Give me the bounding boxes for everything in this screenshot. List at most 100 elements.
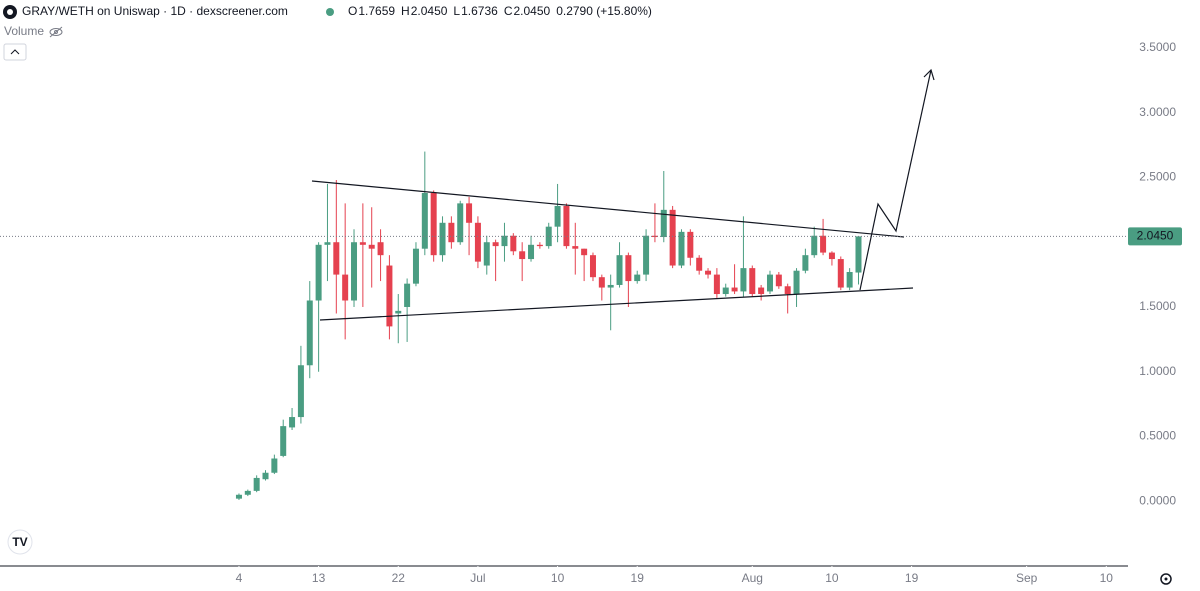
candle-body (359, 242, 366, 245)
y-tick-label: 2.5000 (1139, 170, 1176, 184)
candle-body (421, 193, 428, 249)
candle-body (581, 248, 588, 256)
candle-body (696, 257, 703, 271)
candle-body (572, 246, 579, 249)
candle-body (474, 222, 481, 262)
candle-body (731, 287, 738, 292)
candle-body (625, 255, 632, 282)
arrow-head (923, 68, 935, 81)
candle-body (545, 226, 552, 247)
candle-body (262, 472, 269, 480)
settings-icon[interactable] (1160, 573, 1172, 585)
candle-body (793, 270, 800, 295)
tv-logo[interactable] (7, 529, 33, 555)
x-tick-label: 10 (1100, 571, 1114, 585)
candle-body (563, 205, 570, 247)
candle-body (412, 248, 419, 284)
candle-body (333, 242, 340, 275)
logo-inner (7, 9, 13, 15)
candle-body (448, 222, 455, 243)
candle-body (271, 458, 278, 473)
y-tick-label: 3.5000 (1139, 40, 1176, 54)
candle-body (678, 231, 685, 266)
candle-body (784, 286, 791, 295)
eye-icon[interactable] (49, 26, 63, 38)
x-tick-label: 19 (905, 571, 919, 585)
y-tick-label: 0.0000 (1139, 493, 1176, 507)
candle-body (837, 259, 844, 288)
candle-body (775, 274, 782, 287)
candle-body (430, 193, 437, 256)
y-tick-label: 1.0000 (1139, 364, 1176, 378)
candle-body (510, 235, 517, 252)
x-tick-label: 4 (236, 571, 243, 585)
settings-icon-center (1164, 577, 1168, 581)
candle-body (315, 244, 322, 301)
candle-body (536, 244, 543, 247)
candle-body (519, 251, 526, 260)
candle-body (244, 490, 251, 495)
candle-body (492, 242, 499, 247)
ohlc-value: 2.0450 (411, 4, 448, 18)
candle-body (554, 205, 561, 227)
candle-body (297, 365, 304, 418)
candle-body (368, 244, 375, 249)
candle-body (439, 222, 446, 256)
ohlc-key: C (504, 4, 513, 18)
ohlc-value: 1.6736 (461, 4, 498, 18)
candle-body (253, 477, 260, 491)
ohlc-legend: O 1.7659 H 2.0450 L 1.6736 C 2.0450 0.2790 (+15.… (348, 4, 652, 18)
tv-logo-text: TV (12, 535, 27, 549)
x-tick-label: 10 (551, 571, 565, 585)
candle-body (306, 300, 313, 366)
candle-body (386, 265, 393, 327)
x-tick-label: 22 (392, 571, 406, 585)
x-tick-label: 13 (312, 571, 326, 585)
candle-body (589, 255, 596, 278)
candle-body (395, 310, 402, 314)
x-tick-label: Sep (1016, 571, 1038, 585)
candle-body (766, 274, 773, 292)
candle-body (802, 255, 809, 271)
ohlc-key: O (348, 4, 357, 18)
ohlc-key: L (453, 4, 460, 18)
candle-body (483, 242, 490, 266)
x-tick-label: 19 (631, 571, 645, 585)
candle-body (740, 268, 747, 292)
y-tick-label: 1.5000 (1139, 299, 1176, 313)
candle-body (660, 209, 667, 238)
candle-body (749, 268, 756, 295)
candle-body (722, 287, 729, 295)
trendline-upper (311, 180, 905, 238)
candle-body (342, 274, 349, 301)
last-price-badge (1128, 227, 1182, 246)
projection-arrow (859, 69, 932, 291)
x-tick-label: Jul (470, 571, 485, 585)
volume-label: Volume (4, 24, 44, 38)
candle-body (687, 231, 694, 258)
candle-body (280, 426, 287, 456)
status-dot (326, 8, 334, 16)
change-value: 0.2790 (+15.80%) (556, 4, 652, 18)
candle-body (705, 270, 712, 275)
candle-body (846, 272, 853, 288)
ohlc-key: H (401, 4, 410, 18)
candle-body (598, 277, 605, 288)
candle-body (713, 274, 720, 295)
candle-body (377, 242, 384, 256)
candle-body (457, 203, 464, 243)
candle-body (855, 236, 862, 273)
candle-body (607, 284, 614, 288)
last-price-label: 2.0450 (1137, 229, 1174, 243)
candle-body (324, 242, 331, 245)
collapse-button[interactable] (3, 43, 27, 61)
collapse-icon (10, 49, 20, 55)
candle-body (643, 235, 650, 275)
candle-body (828, 252, 835, 260)
chart-title: GRAY/WETH on Uniswap · 1D · dexscreener.… (22, 4, 288, 18)
candle-body (466, 203, 473, 223)
candle-body (669, 209, 676, 266)
candle-body (289, 417, 296, 428)
x-tick-label: Aug (742, 571, 763, 585)
